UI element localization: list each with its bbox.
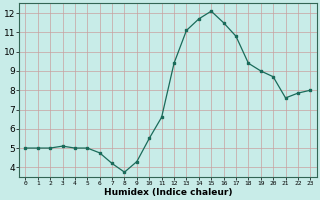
X-axis label: Humidex (Indice chaleur): Humidex (Indice chaleur) — [104, 188, 232, 197]
